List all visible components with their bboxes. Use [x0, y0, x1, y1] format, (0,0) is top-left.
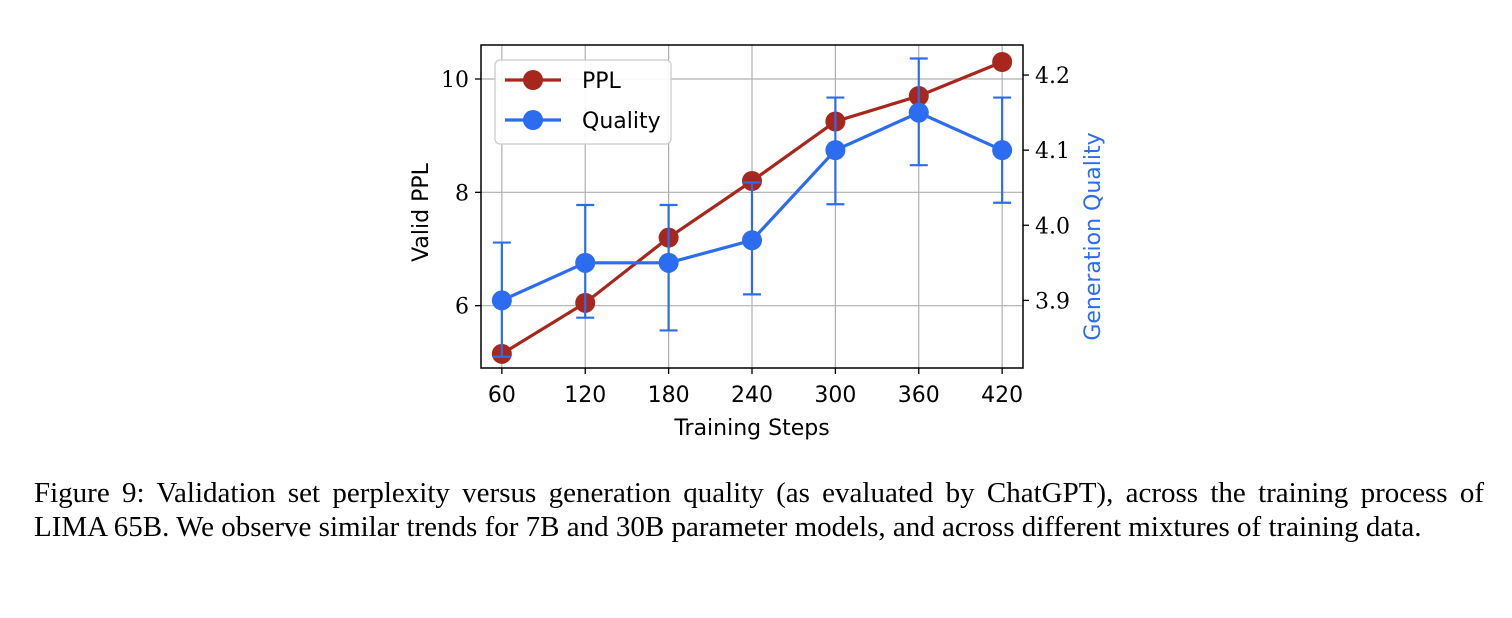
- right-y-tick-label: 4.2: [1035, 64, 1070, 89]
- right-y-axis-label: Generation Quality: [1081, 132, 1106, 340]
- data-point-ppl: [992, 52, 1013, 72]
- x-axis-label: Training Steps: [673, 416, 829, 441]
- x-tick-label: 120: [564, 383, 606, 408]
- data-point-quality: [658, 252, 679, 273]
- x-tick-label: 360: [898, 383, 940, 408]
- right-y-tick-label: 3.9: [1035, 289, 1070, 314]
- x-tick-label: 300: [814, 383, 856, 408]
- dual-axis-line-chart: 60 120 180 240 300 360 420 Training Steps 6 8 10 Va…: [409, 44, 1106, 441]
- data-point-quality: [742, 230, 762, 251]
- x-tick-label: 420: [981, 383, 1023, 408]
- right-y-tick-label: 4.0: [1035, 214, 1070, 239]
- data-point-quality: [825, 140, 846, 161]
- left-y-axis-label: Valid PPL: [409, 162, 434, 262]
- series-quality: [491, 57, 1013, 358]
- data-point-quality: [491, 290, 512, 311]
- legend-label-ppl: PPL: [582, 69, 622, 94]
- data-point-quality: [992, 140, 1013, 161]
- figure-caption: Figure 9: Validation set perplexity vers…: [34, 477, 1484, 543]
- series-layer: [491, 52, 1013, 364]
- data-point-quality: [908, 102, 929, 123]
- x-tick-label: 240: [731, 383, 773, 408]
- right-y-tick-label: 4.1: [1035, 139, 1070, 164]
- data-point-ppl: [742, 171, 762, 191]
- legend: PPL Quality: [494, 59, 672, 145]
- legend-marker-ppl: [523, 70, 543, 90]
- left-y-tick-label: 8: [455, 181, 469, 206]
- left-y-tick-label: 6: [455, 295, 469, 320]
- x-tick-label: 180: [648, 383, 690, 408]
- x-tick-label: 60: [488, 383, 516, 408]
- left-y-tick-label: 10: [441, 68, 469, 93]
- legend-marker-quality: [523, 110, 543, 130]
- axes: 60 120 180 240 300 360 420 Training Steps 6 8 10 Va…: [409, 44, 1106, 441]
- data-point-quality: [575, 252, 596, 273]
- legend-label-quality: Quality: [582, 109, 661, 134]
